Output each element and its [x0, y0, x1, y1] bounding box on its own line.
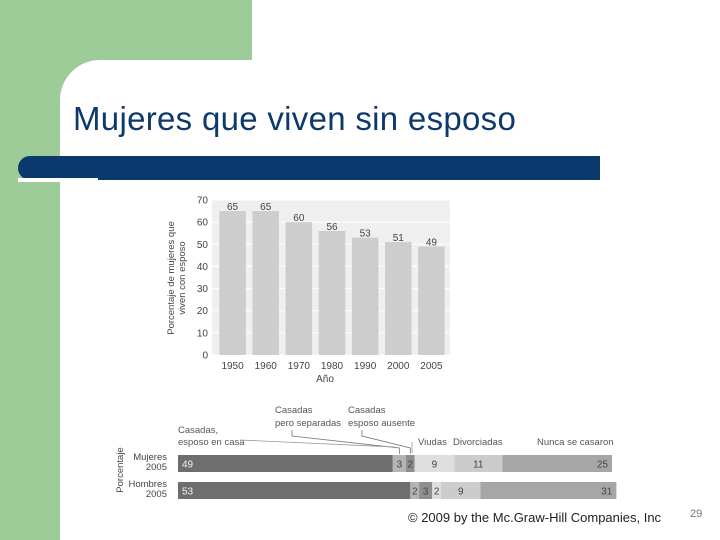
leader-line [239, 439, 396, 448]
y-tick-label: 60 [197, 218, 209, 229]
segment-value-label: 2 [408, 460, 414, 471]
bar-value-label: 56 [326, 222, 338, 233]
segment-value-label: 11 [473, 460, 484, 471]
legend-label: esposo en casa [178, 437, 245, 448]
row-label: 2005 [146, 489, 167, 500]
slide-number: 29 [690, 508, 703, 520]
segment-value-label: 53 [182, 487, 194, 498]
segment-value-label: 2 [434, 487, 440, 498]
stacked-segment [414, 455, 455, 472]
legend-label: Casadas, [178, 425, 218, 436]
bar [351, 237, 379, 355]
x-axis-label: Año [316, 374, 334, 385]
x-tick-label: 1950 [221, 361, 244, 372]
segment-value-label: 9 [432, 460, 438, 471]
bar-value-label: 51 [393, 233, 405, 244]
y-tick-label: 50 [197, 240, 209, 251]
x-tick-label: 1970 [288, 361, 311, 372]
bar-value-label: 65 [227, 202, 239, 213]
bar [252, 211, 279, 355]
stacked-segment [441, 482, 481, 499]
segment-value-label: 31 [601, 487, 613, 498]
y-axis-label: viven con esposo [177, 241, 188, 314]
bar [418, 246, 445, 355]
bar-value-label: 60 [293, 213, 305, 224]
bar-value-label: 53 [360, 229, 372, 240]
stacked-segment [419, 482, 433, 499]
x-tick-label: 2000 [387, 361, 410, 372]
y-tick-label: 30 [197, 284, 209, 295]
stacked-segment [178, 455, 393, 472]
y-axis-label-group: Porcentaje de mujeres que viven con espos… [166, 221, 188, 335]
bar [318, 231, 346, 355]
slide-title: Mujeres que viven sin esposo [73, 100, 517, 137]
x-tick-label: 1990 [354, 361, 377, 372]
footer-copyright: © 2009 by the Mc.Graw-Hill Companies, In… [408, 510, 662, 525]
y-tick-label: 0 [202, 351, 208, 362]
bar-value-label: 65 [260, 202, 272, 213]
stacked-segment [410, 482, 420, 499]
x-tick-label: 2005 [420, 361, 443, 372]
y-tick-label: 20 [197, 306, 209, 317]
legend-label: pero separadas [275, 418, 341, 429]
segment-value-label: 3 [397, 460, 403, 471]
stacked-segment [432, 482, 442, 499]
row-label: 2005 [146, 462, 167, 473]
stacked-y-label-group: Porcentaje [115, 447, 126, 492]
stacked-segment [405, 455, 415, 472]
title-bar-notch [18, 178, 98, 182]
stacked-segment [480, 482, 617, 499]
row-label: Mujeres [133, 452, 167, 463]
bar-value-label: 49 [426, 238, 438, 249]
y-tick-label: 70 [197, 196, 209, 207]
leader-line [361, 430, 411, 454]
stacked-y-axis-label: Porcentaje [115, 447, 126, 492]
y-tick-label: 10 [197, 328, 209, 339]
stacked-segment [392, 455, 406, 472]
x-tick-label: 1980 [321, 361, 344, 372]
bar [285, 222, 313, 355]
green-side-strip [0, 0, 60, 540]
legend-label: Divorciadas [453, 437, 503, 448]
y-tick-label: 40 [197, 262, 209, 273]
x-tick-label: 1960 [255, 361, 278, 372]
title-underline-bar [18, 156, 600, 180]
leader-line [291, 430, 400, 454]
segment-value-label: 9 [458, 487, 464, 498]
bar-chart-married-women: 0 10 20 30 40 50 60 70 65 1950 65 1960 60 1970 56 1980 5… [166, 196, 450, 385]
legend-label: Viudas [418, 437, 447, 448]
legend-label: Casadas [348, 405, 386, 416]
legend-label: Casadas [275, 405, 313, 416]
bar [385, 242, 412, 355]
legend-label: Nunca se casaron [537, 437, 614, 448]
segment-value-label: 2 [412, 487, 418, 498]
stacked-segment [454, 455, 503, 472]
stacked-segment [178, 482, 411, 499]
stacked-segment [502, 455, 612, 472]
segment-value-label: 25 [597, 460, 609, 471]
legend-label: esposo ausente [348, 418, 415, 429]
segment-value-label: 3 [423, 487, 429, 498]
row-label: Hombres [128, 479, 167, 490]
segment-value-label: 49 [182, 460, 194, 471]
bar [219, 211, 246, 355]
y-axis-label: Porcentaje de mujeres que [166, 221, 177, 335]
